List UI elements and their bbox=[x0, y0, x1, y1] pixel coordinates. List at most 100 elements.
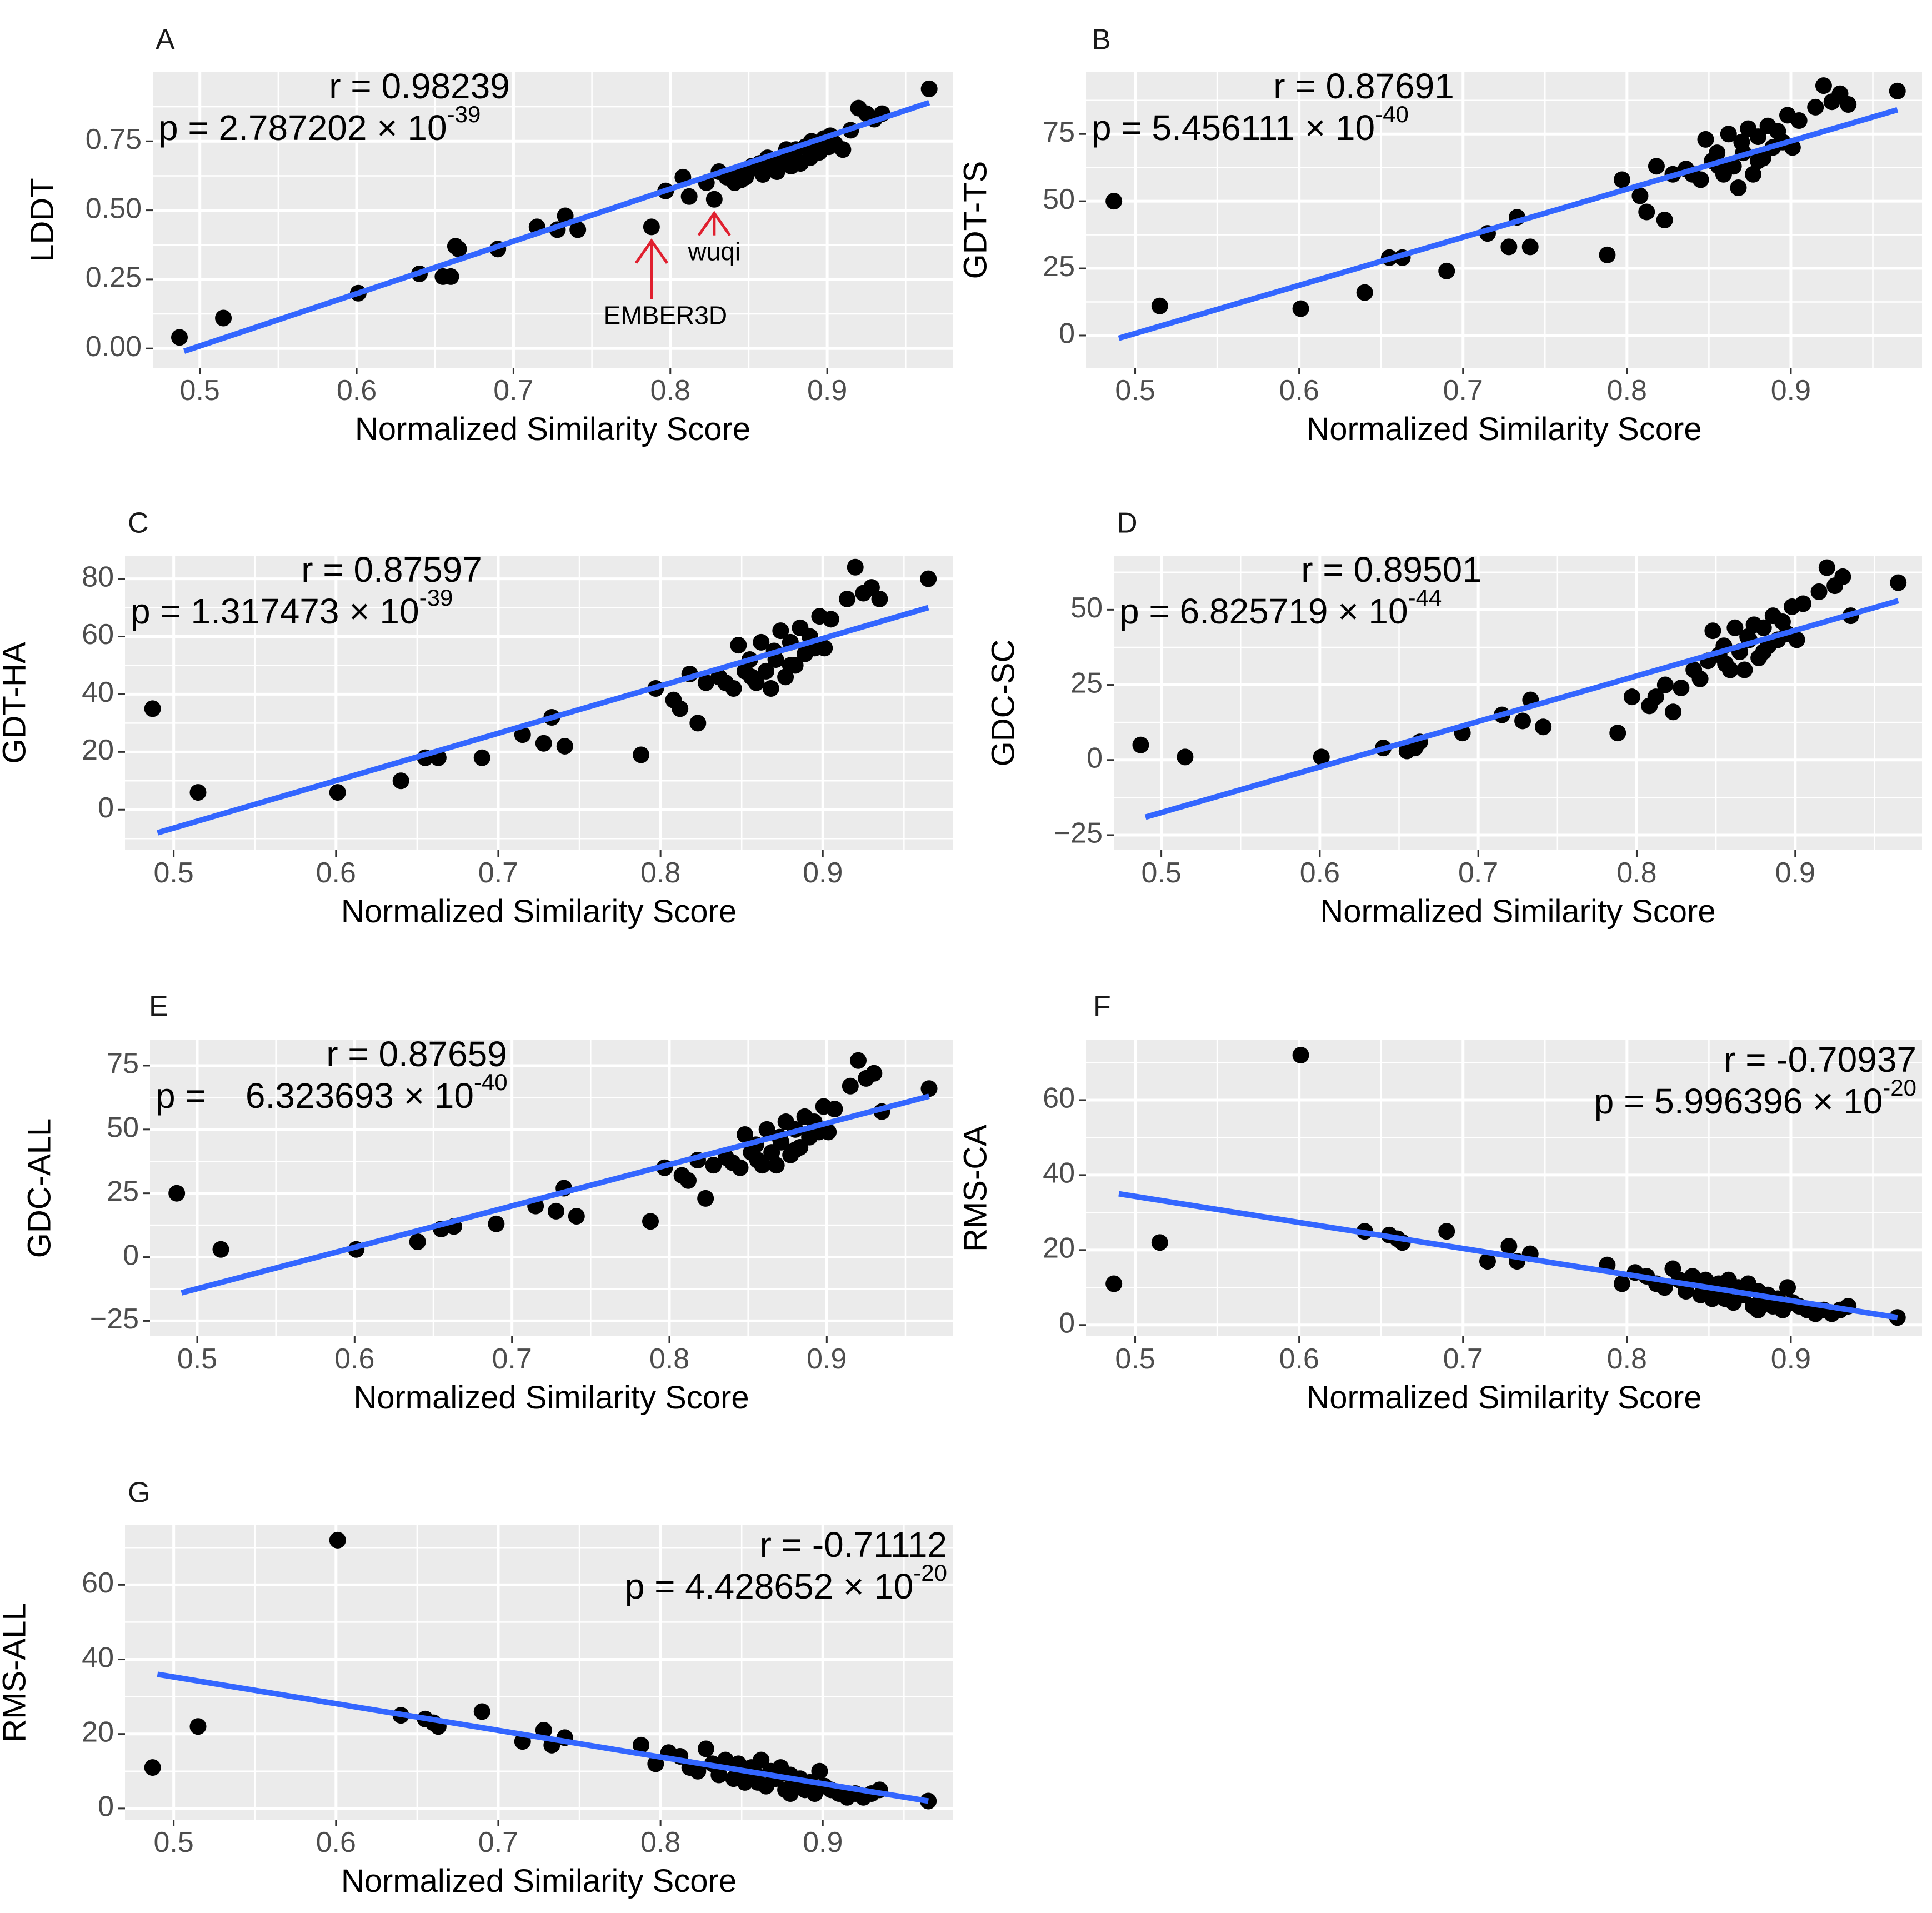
data-point bbox=[689, 715, 707, 732]
data-point bbox=[680, 1172, 697, 1189]
x-axis-label: Normalized Similarity Score bbox=[1306, 411, 1701, 447]
major-gridlines bbox=[153, 72, 953, 368]
x-tick-label: 0.7 bbox=[493, 374, 533, 407]
data-point bbox=[633, 746, 650, 763]
x-tick-label: 0.9 bbox=[803, 857, 843, 889]
x-tick-label: 0.8 bbox=[649, 1343, 689, 1375]
y-tick-label: 0 bbox=[1059, 318, 1075, 350]
data-point bbox=[1704, 622, 1721, 640]
x-axis-label: Normalized Similarity Score bbox=[341, 893, 737, 930]
data-point bbox=[1726, 619, 1744, 636]
minor-gridlines bbox=[125, 1525, 953, 1820]
y-tick-label: 0.00 bbox=[86, 331, 142, 363]
y-tick-label: 50 bbox=[1043, 183, 1075, 216]
data-point bbox=[1733, 133, 1750, 151]
x-tick-label: 0.9 bbox=[807, 374, 847, 407]
x-tick-label: 0.9 bbox=[1775, 857, 1815, 889]
y-tick-label: 20 bbox=[1043, 1232, 1075, 1265]
minor-gridlines bbox=[1086, 72, 1922, 368]
data-point bbox=[189, 1718, 207, 1735]
x-axis-label: Normalized Similarity Score bbox=[1320, 893, 1715, 930]
regression-line bbox=[1118, 1191, 1898, 1321]
panel-b: B 0.5 0.6 0.7 0.8 0.9 0 25 50 75 Normalized Simila… bbox=[957, 24, 1922, 447]
data-point bbox=[1890, 574, 1907, 591]
data-point bbox=[1648, 158, 1665, 175]
data-point bbox=[1795, 595, 1812, 612]
data-point bbox=[1684, 1268, 1701, 1285]
y-tick-label: 20 bbox=[82, 1716, 114, 1748]
data-point bbox=[1132, 736, 1149, 753]
data-point bbox=[1521, 238, 1539, 256]
data-point bbox=[1613, 1275, 1630, 1292]
y-tick-label: 25 bbox=[1070, 667, 1103, 699]
x-axis-label: Normalized Similarity Score bbox=[353, 1380, 749, 1416]
regression-line bbox=[157, 1671, 929, 1804]
p-value: p = 2.787202 × 10-39 bbox=[158, 101, 481, 148]
major-gridlines bbox=[150, 1040, 953, 1336]
data-point bbox=[144, 700, 161, 717]
x-tick-label: 0.9 bbox=[1771, 374, 1811, 407]
y-tick-label: −25 bbox=[1054, 817, 1103, 850]
data-point bbox=[754, 1157, 771, 1174]
data-point bbox=[1609, 725, 1626, 742]
y-tick-label: 0 bbox=[98, 792, 114, 824]
data-point bbox=[1500, 1238, 1518, 1255]
y-axis-label: GDC-ALL bbox=[21, 1118, 57, 1258]
data-point bbox=[171, 329, 188, 346]
data-point bbox=[772, 622, 789, 640]
y-tick-label: −25 bbox=[90, 1303, 139, 1335]
y-tick-label: 0 bbox=[1087, 742, 1103, 774]
data-point bbox=[1691, 670, 1709, 687]
p-value-mantissa: p = 1.317473 × 10 bbox=[131, 591, 419, 631]
panel-title: G bbox=[128, 1477, 150, 1509]
data-point bbox=[643, 218, 660, 236]
data-point bbox=[920, 80, 938, 97]
data-point bbox=[1840, 96, 1857, 113]
p-value-exponent: -20 bbox=[913, 1560, 947, 1586]
y-tick-label: 20 bbox=[82, 734, 114, 766]
data-point bbox=[1720, 126, 1737, 143]
annotation-label: wuqi bbox=[688, 237, 741, 266]
x-tick-label: 0.6 bbox=[316, 1826, 356, 1859]
data-point bbox=[442, 268, 459, 285]
data-point bbox=[730, 637, 747, 654]
data-point bbox=[1438, 262, 1455, 279]
data-point bbox=[1673, 679, 1690, 696]
x-axis-label: Normalized Similarity Score bbox=[1306, 1380, 1701, 1416]
data-point bbox=[768, 1157, 785, 1174]
data-point bbox=[732, 1159, 749, 1176]
data-point bbox=[1151, 297, 1168, 314]
annotation-label: EMBER3D bbox=[604, 301, 727, 329]
y-axis-label: GDT-TS bbox=[957, 161, 993, 279]
x-tick-label: 0.7 bbox=[478, 857, 518, 889]
x-tick-label: 0.9 bbox=[1771, 1343, 1811, 1375]
p-value-exponent: -44 bbox=[1408, 585, 1442, 611]
data-point bbox=[450, 241, 467, 258]
y-axis-label: LDDT bbox=[24, 178, 60, 262]
data-point bbox=[826, 1101, 843, 1118]
data-point bbox=[1818, 559, 1835, 576]
data-point bbox=[1749, 128, 1766, 146]
major-gridlines bbox=[125, 1525, 953, 1820]
data-point bbox=[473, 1703, 490, 1720]
data-point bbox=[782, 657, 799, 674]
x-tick-label: 0.9 bbox=[803, 1826, 843, 1859]
data-point bbox=[633, 1736, 650, 1754]
p-value-exponent: -39 bbox=[419, 585, 453, 611]
regression-line bbox=[183, 99, 930, 354]
p-value-mantissa: p = 5.996396 × 10 bbox=[1594, 1081, 1883, 1121]
data-point bbox=[1692, 171, 1709, 188]
data-point bbox=[1623, 688, 1640, 706]
data-point bbox=[847, 558, 864, 576]
data-point bbox=[865, 1065, 883, 1082]
data-point bbox=[753, 633, 770, 651]
x-tick-label: 0.5 bbox=[1115, 1343, 1155, 1375]
data-point bbox=[1779, 1279, 1796, 1296]
panel-title: C bbox=[128, 507, 149, 540]
r-value: r = 0.87659 bbox=[326, 1034, 507, 1074]
panel-title: A bbox=[156, 24, 175, 56]
data-point bbox=[556, 737, 573, 755]
